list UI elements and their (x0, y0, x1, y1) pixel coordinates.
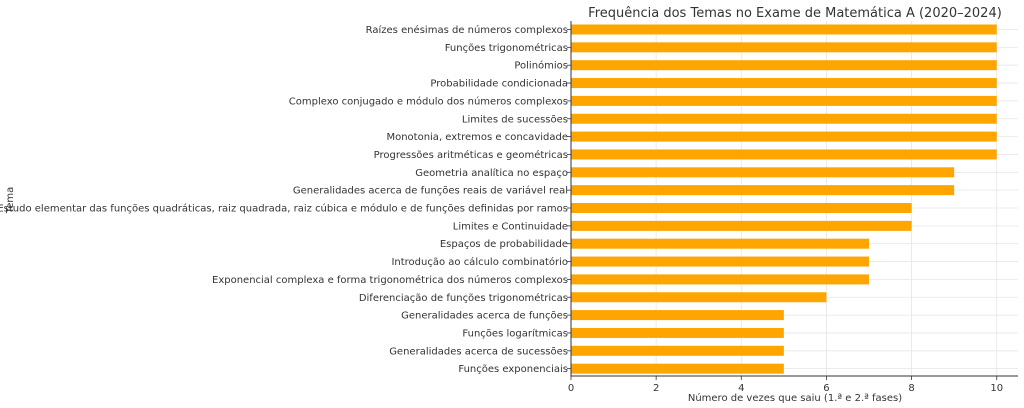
x-tick-label: 8 (908, 383, 914, 394)
category-label: Monotonia, extremos e concavidade (386, 132, 568, 143)
grid (570, 21, 1018, 376)
category-label: Funções exponenciais (458, 364, 568, 375)
chart-title: Frequência dos Temas no Exame de Matemát… (588, 6, 1002, 21)
category-label: Geometria analítica no espaço (415, 167, 568, 179)
category-label: Complexo conjugado e módulo dos números … (289, 95, 568, 107)
category-label: Polinómios (514, 60, 568, 72)
category-label: Generalidades acerca de funções (401, 311, 568, 322)
category-label: Diferenciação de funções trigonométricas (359, 292, 568, 304)
x-tick-label: 4 (738, 383, 744, 394)
bar (571, 78, 997, 89)
bar (571, 292, 827, 303)
x-tick-label: 10 (990, 383, 1003, 394)
category-label: Limites de sucessões (462, 114, 568, 125)
bar (571, 256, 869, 267)
category-label: Funções logarítmicas (462, 327, 568, 339)
bar (571, 167, 955, 178)
y-axis-label: Tema (5, 187, 16, 214)
bar (571, 60, 997, 71)
bar (571, 149, 997, 160)
bar (571, 42, 997, 53)
bar (571, 95, 997, 106)
category-label: Estudo elementar das funções quadráticas… (0, 203, 568, 215)
bar (571, 310, 784, 321)
bar (571, 24, 997, 35)
category-label: Espaços de probabilidade (440, 239, 568, 250)
bar (571, 274, 869, 285)
category-label: Limites e Continuidade (453, 221, 568, 232)
x-axis-label: Número de vezes que saiu (1.ª e 2.ª fase… (688, 392, 902, 404)
bar (571, 203, 912, 213)
category-label: Probabilidade condicionada (430, 79, 568, 90)
axes (567, 21, 1018, 380)
category-label: Raízes enésimas de números complexos (366, 24, 568, 36)
category-labels: Raízes enésimas de números complexos Funç… (0, 24, 568, 375)
x-tick-labels: 0 2 4 6 8 10 (568, 383, 1003, 394)
category-label: Introdução ao cálculo combinatório (391, 256, 568, 268)
bar (571, 220, 912, 231)
bar (571, 327, 784, 338)
x-tick-label: 0 (568, 383, 574, 394)
bar (571, 345, 784, 356)
bars (571, 24, 997, 374)
x-tick-label: 6 (823, 383, 829, 394)
category-label: Progressões aritméticas e geométricas (374, 149, 568, 161)
bar (571, 113, 997, 124)
x-tick-label: 2 (653, 383, 659, 394)
bar (571, 185, 955, 196)
bar (571, 238, 869, 249)
bar (571, 131, 997, 142)
category-label: Generalidades acerca de funções reais de… (293, 185, 568, 197)
category-label: Exponencial complexa e forma trigonométr… (212, 274, 568, 286)
bar (571, 363, 784, 374)
category-label: Generalidades acerca de sucessões (389, 346, 568, 357)
category-label: Funções trigonométricas (445, 42, 568, 54)
